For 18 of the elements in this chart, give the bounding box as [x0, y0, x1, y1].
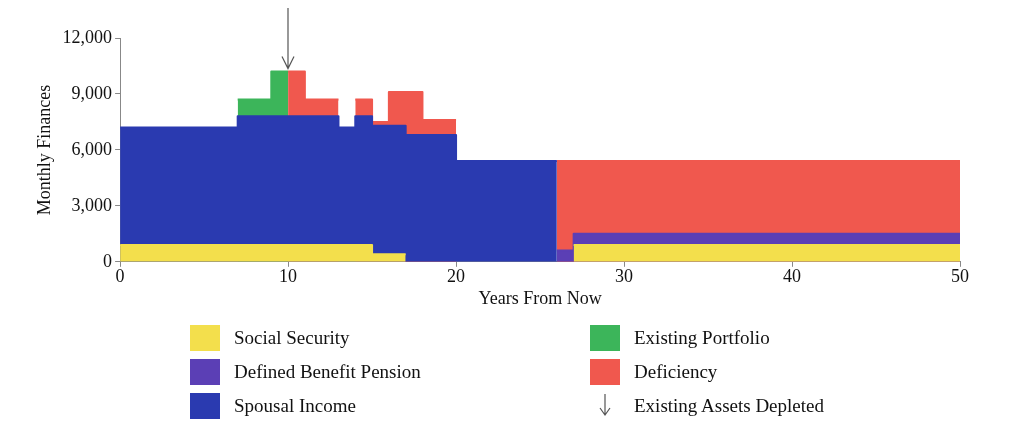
legend-label: Spousal Income: [233, 394, 357, 418]
y-tick-label: 3,000: [71, 194, 113, 215]
y-tick-label: 6,000: [71, 138, 113, 159]
x-axis-title: Years From Now: [478, 287, 602, 308]
x-tick-label: 30: [615, 266, 634, 287]
legend-label: Defined Benefit Pension: [233, 360, 422, 384]
y-tick-label: 12,000: [62, 26, 113, 47]
x-tick-label: 50: [951, 266, 969, 287]
y-tick-label: 9,000: [71, 82, 113, 103]
legend-label: Social Security: [233, 326, 351, 350]
x-tick-label: 40: [783, 266, 802, 287]
legend-label: Existing Portfolio: [633, 326, 771, 350]
x-tick-label: 20: [447, 266, 466, 287]
legend-label: Deficiency: [633, 360, 719, 384]
x-tick-label: 10: [279, 266, 298, 287]
y-tick-label: 0: [103, 250, 113, 271]
y-axis-title: Monthly Finances: [33, 84, 54, 216]
legend-label: Existing Assets Depleted: [633, 394, 825, 418]
